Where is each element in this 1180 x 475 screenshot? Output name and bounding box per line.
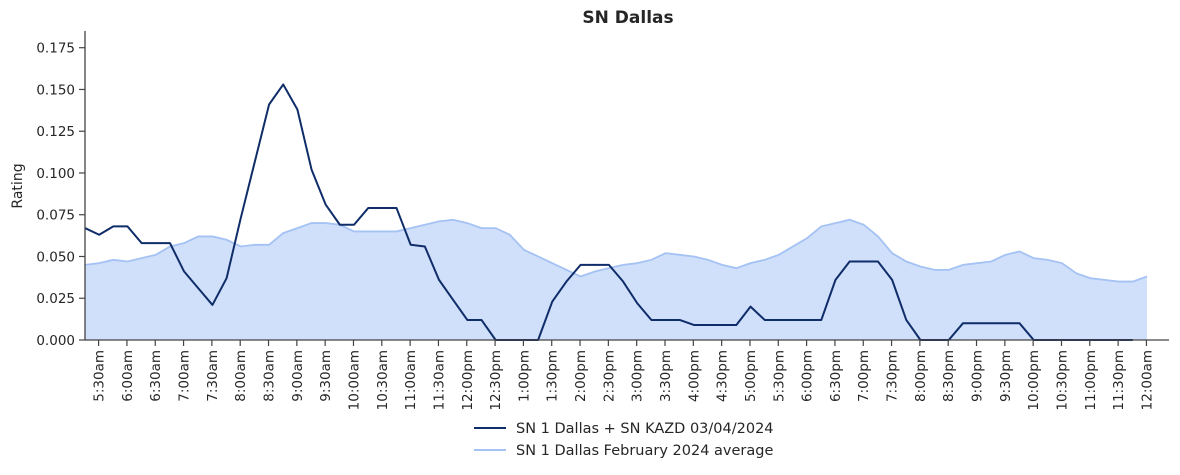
x-tick-label: 11:00pm [1083,350,1099,411]
x-tick-label: 11:00am [403,350,419,410]
x-tick-label: 11:30am [431,350,447,410]
y-axis-label: Rating [10,163,26,208]
y-tick-label: 0.000 [36,333,75,349]
x-tick-label: 8:30am [262,350,278,402]
x-tick-label: 10:30am [375,350,391,410]
x-tick-label: 4:30pm [715,350,731,402]
x-tick-label: 11:30pm [1111,350,1127,411]
x-tick-label: 10:30pm [1054,350,1070,411]
x-tick-label: 6:30am [148,350,164,402]
x-tick-label: 8:00pm [913,350,929,402]
x-tick-label: 6:00am [120,350,136,402]
x-tick-label: 10:00pm [1026,350,1042,411]
x-tick-label: 12:00am [1139,350,1155,410]
x-tick-label: 8:00am [233,350,249,402]
y-tick-label: 0.100 [36,166,75,182]
x-tick-label: 7:00am [177,350,193,402]
x-tick-label: 12:00pm [460,350,476,411]
x-tick-label: 2:00pm [573,350,589,402]
y-tick-label: 0.075 [36,208,75,224]
x-tick-label: 8:30pm [941,350,957,402]
x-tick-label: 7:30am [205,350,221,402]
x-tick-label: 12:30pm [488,350,504,411]
x-tick-label: 9:30pm [998,350,1014,402]
line-layer [84,83,1133,341]
x-tick-label: 5:30pm [771,350,787,402]
area-layer [84,218,1148,340]
x-ticks: 5:30am 6:00am 6:30am 7:00am 7:30am 8:00am 8:30… [92,340,1155,411]
x-tick-label: 10:00am [346,350,362,410]
x-tick-label: 2:30pm [601,350,617,402]
x-tick-label: 9:30am [318,350,334,402]
x-tick-label: 6:00pm [800,350,816,402]
x-tick-label: 4:00pm [686,350,702,402]
y-ticks: 0.000 0.025 0.050 0.075 0.100 0.125 0.150 0.175 [36,41,85,349]
x-tick-label: 6:30pm [828,350,844,402]
x-tick-label: 9:00am [290,350,306,402]
x-tick-label: 3:00pm [630,350,646,402]
x-tick-label: 1:00pm [516,350,532,402]
y-tick-label: 0.150 [36,82,75,98]
legend: SN 1 Dallas + SN KAZD 03/04/2024 SN 1 Da… [474,421,774,459]
x-tick-label: 7:30pm [885,350,901,402]
x-tick-label: 1:30pm [545,350,561,402]
x-tick-label: 3:30pm [658,350,674,402]
x-tick-label: 5:30am [92,350,108,402]
y-tick-label: 0.175 [36,41,75,57]
legend-label-area-series: SN 1 Dallas February 2024 average [516,443,773,459]
chart-title: SN Dallas [582,8,673,28]
legend-label-line-series: SN 1 Dallas + SN KAZD 03/04/2024 [516,421,774,437]
x-tick-label: 9:00pm [970,350,986,402]
y-tick-label: 0.025 [36,291,75,307]
y-tick-label: 0.050 [36,249,75,265]
y-tick-label: 0.125 [36,124,75,140]
x-tick-label: 7:00pm [856,350,872,402]
series-line [84,83,1133,341]
series-area-fill [85,219,1147,340]
x-tick-label: 5:00pm [743,350,759,402]
series-area-line [84,218,1148,283]
